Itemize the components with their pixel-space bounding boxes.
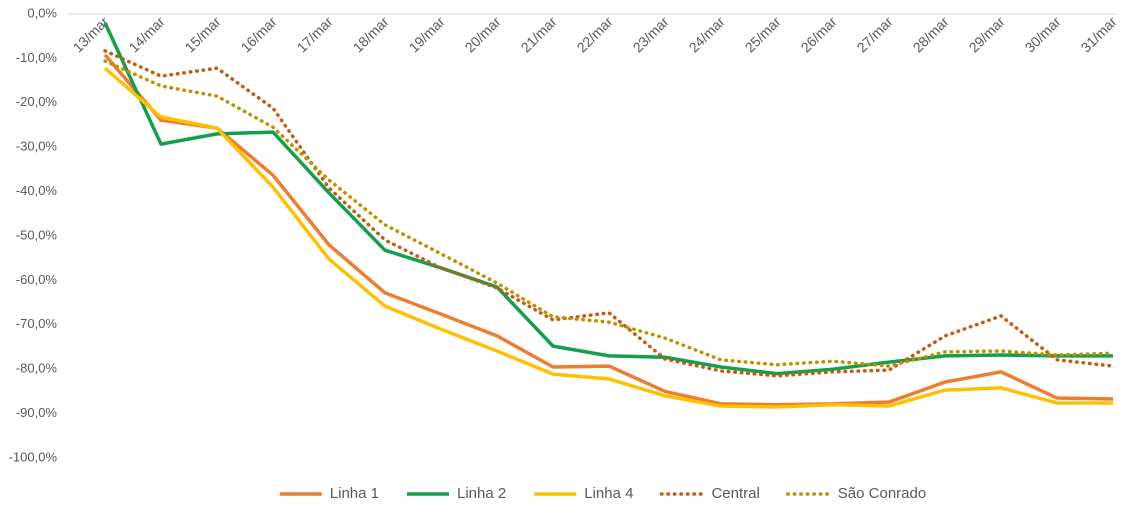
x-tick-label: 19/mar [406,13,448,55]
x-tick-label: 29/mar [966,13,1008,55]
x-tick-label: 21/mar [518,13,560,55]
y-tick-label: -30,0% [16,139,58,154]
y-tick-label: -70,0% [16,316,58,331]
y-tick-label: -90,0% [16,405,58,420]
x-tick-label: 27/mar [854,13,896,55]
y-tick-label: -20,0% [16,94,58,109]
y-tick-label: -10,0% [16,50,58,65]
x-tick-label: 28/mar [910,13,952,55]
series-line [103,66,1113,409]
y-tick-label: -100,0% [9,449,58,464]
x-tick-label: 17/mar [294,13,336,55]
legend-label: Linha 1 [330,485,379,502]
series-line [103,53,1114,407]
x-tick-label: 14/mar [126,13,168,55]
x-tick-label: 30/mar [1022,13,1064,55]
x-tick-label: 18/mar [350,13,392,55]
x-tick-label: 13/mar [70,13,112,55]
legend-label: Linha 4 [584,485,633,502]
x-tick-label: 26/mar [798,13,840,55]
x-tick-label: 16/mar [238,13,280,55]
x-tick-label: 25/mar [742,13,784,55]
x-tick-label: 22/mar [574,13,616,55]
x-tick-label: 23/mar [630,13,672,55]
series-line [103,22,1113,376]
series-line [103,59,1115,368]
y-tick-label: -50,0% [16,227,58,242]
y-tick-label: -80,0% [16,361,58,376]
legend-label: Central [711,485,759,502]
x-tick-label: 31/mar [1078,13,1120,55]
legend-label: São Conrado [838,485,926,502]
series-line [103,49,1115,378]
y-tick-label: 0,0% [27,5,57,20]
y-tick-label: -40,0% [16,183,58,198]
x-tick-label: 15/mar [182,13,224,55]
y-tick-label: -60,0% [16,272,58,287]
legend: Linha 1 Linha 2 Linha 4 Central São Conrado [279,485,926,502]
x-tick-label: 20/mar [462,13,504,55]
legend-label: Linha 2 [457,485,506,502]
x-tick-label: 24/mar [686,13,728,55]
